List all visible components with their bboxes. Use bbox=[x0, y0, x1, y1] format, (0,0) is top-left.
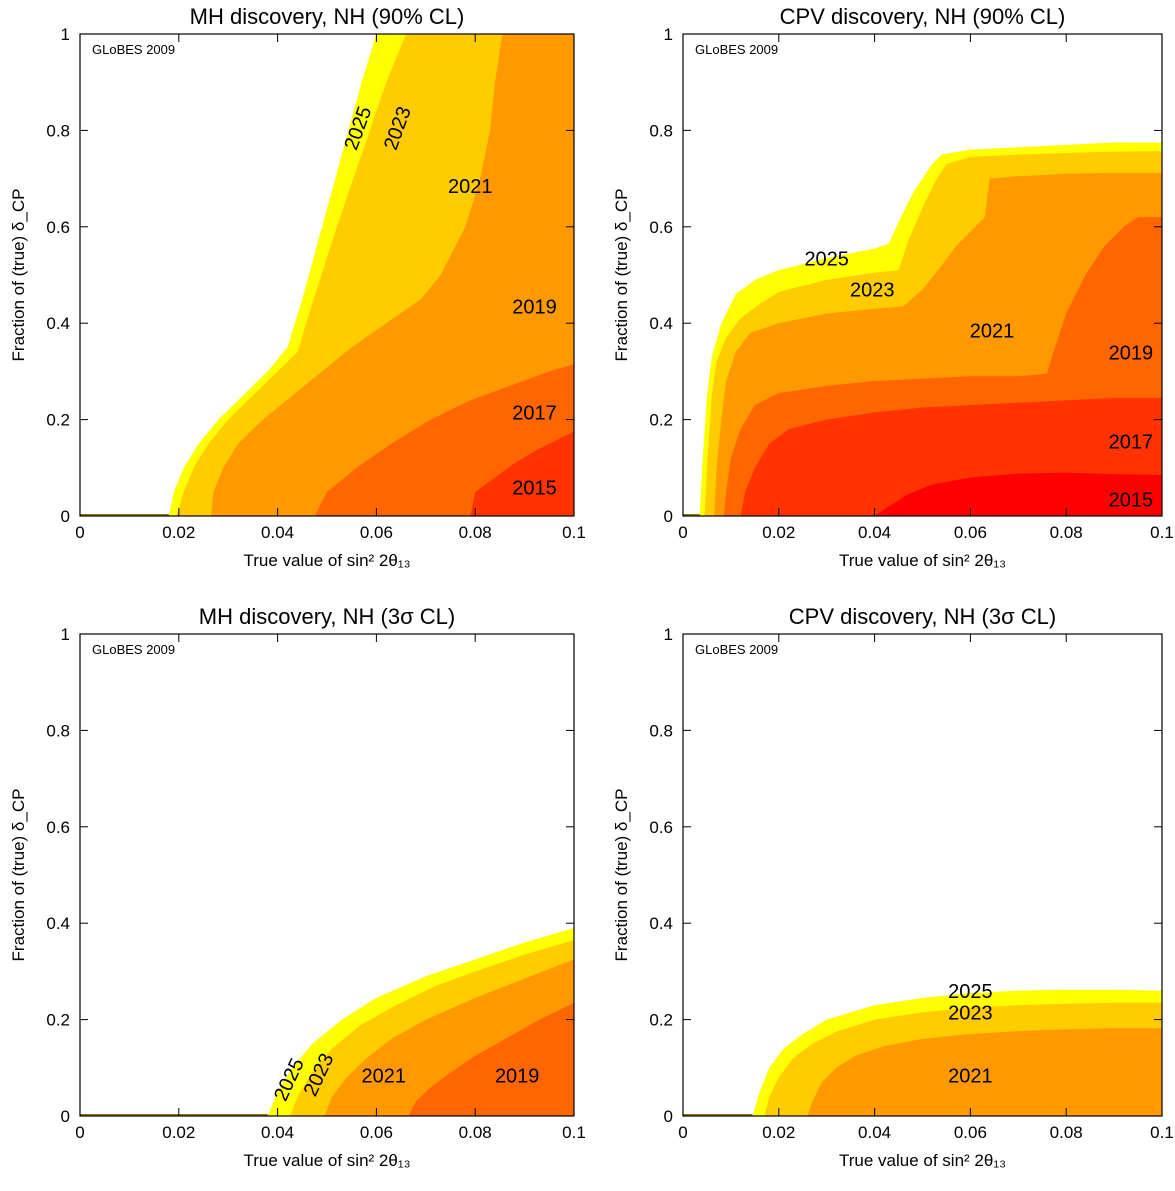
x-tick-label: 0.02 bbox=[162, 523, 195, 542]
plot-frame bbox=[79, 33, 575, 517]
x-tick-label: 0.02 bbox=[762, 1123, 795, 1142]
chart-title: CPV discovery, NH (3σ CL) bbox=[789, 604, 1056, 629]
x-tick-label: 0.04 bbox=[858, 523, 891, 542]
contour-label-2017: 2017 bbox=[512, 403, 557, 425]
contour-label-2019: 2019 bbox=[1109, 342, 1154, 364]
x-axis-label: True value of sin² 2θ₁₃ bbox=[244, 1151, 411, 1170]
x-tick-label: 0.1 bbox=[562, 523, 586, 542]
watermark-label: GLoBES 2009 bbox=[695, 42, 778, 57]
x-tick-label: 0.04 bbox=[261, 523, 294, 542]
chart-svg-cpv-90: CPV discovery, NH (90% CL) 0 0.02 0.04 0.06 0… bbox=[612, 4, 1174, 570]
y-tick-label: 0.4 bbox=[46, 314, 70, 333]
watermark-label: GLoBES 2009 bbox=[92, 42, 175, 57]
y-tick-label: 0.2 bbox=[46, 411, 70, 430]
y-tick-label: 0.2 bbox=[46, 1011, 70, 1030]
y-tick-label: 0.4 bbox=[649, 914, 673, 933]
chart-title: MH discovery, NH (90% CL) bbox=[190, 4, 465, 29]
x-tick-label: 0 bbox=[678, 523, 687, 542]
x-tick-label: 0 bbox=[678, 1123, 687, 1142]
plot-frame bbox=[682, 33, 1163, 517]
contour-label-2021: 2021 bbox=[448, 176, 493, 198]
y-tick-label: 0.8 bbox=[46, 121, 70, 140]
contour-label-2019: 2019 bbox=[512, 297, 557, 319]
x-tick-label: 0.08 bbox=[1050, 1123, 1083, 1142]
region-2015-core bbox=[494, 458, 574, 516]
contour-label-2015: 2015 bbox=[1109, 489, 1154, 511]
x-tick-label: 0.1 bbox=[1150, 1123, 1174, 1142]
contour-label-2015: 2015 bbox=[512, 477, 557, 499]
plot-frame bbox=[79, 633, 575, 1117]
contour-label-2023: 2023 bbox=[948, 1003, 993, 1025]
y-tick-label: 0.8 bbox=[649, 721, 673, 740]
plot-frame bbox=[682, 633, 1163, 1117]
chart-panel-cpv-90: CPV discovery, NH (90% CL) 0 0.02 0.04 0.06 0… bbox=[603, 0, 1175, 591]
contour-label-2021: 2021 bbox=[362, 1065, 407, 1087]
y-tick-label: 0.8 bbox=[649, 121, 673, 140]
x-tick-label: 0.08 bbox=[459, 523, 492, 542]
y-tick-label: 1 bbox=[61, 25, 70, 44]
chart-svg-mh-3sigma: MH discovery, NH (3σ CL) 0 0.02 0.04 0.06 0.0… bbox=[9, 604, 586, 1170]
region-2015 bbox=[874, 472, 1162, 516]
x-tick-label: 0.04 bbox=[858, 1123, 891, 1142]
contour-label-2021: 2021 bbox=[948, 1065, 993, 1087]
x-tick-label: 0.06 bbox=[954, 523, 987, 542]
y-tick-label: 1 bbox=[61, 625, 70, 644]
chart-title: MH discovery, NH (3σ CL) bbox=[199, 604, 455, 629]
y-axis-label: Fraction of (true) δ_CP bbox=[612, 789, 631, 962]
y-tick-label: 0.6 bbox=[46, 818, 70, 837]
x-axis-label: True value of sin² 2θ₁₃ bbox=[244, 551, 411, 570]
region-2019 bbox=[408, 1002, 574, 1116]
x-tick-label: 0.02 bbox=[762, 523, 795, 542]
contour-label-2017: 2017 bbox=[1109, 432, 1154, 454]
y-tick-label: 1 bbox=[664, 25, 673, 44]
y-tick-label: 0.6 bbox=[649, 818, 673, 837]
x-tick-label: 0.08 bbox=[459, 1123, 492, 1142]
x-tick-label: 0.06 bbox=[360, 523, 393, 542]
chart-title: CPV discovery, NH (90% CL) bbox=[780, 4, 1066, 29]
y-tick-label: 0.6 bbox=[649, 218, 673, 237]
x-tick-label: 0.1 bbox=[1150, 523, 1174, 542]
y-axis-label: Fraction of (true) δ_CP bbox=[612, 189, 631, 362]
y-tick-label: 1 bbox=[664, 625, 673, 644]
y-tick-label: 0 bbox=[61, 1107, 70, 1126]
y-tick-label: 0.4 bbox=[649, 314, 673, 333]
x-tick-label: 0.06 bbox=[360, 1123, 393, 1142]
region-2021 bbox=[807, 1028, 1162, 1116]
y-tick-label: 0 bbox=[664, 507, 673, 526]
y-tick-label: 0.8 bbox=[46, 721, 70, 740]
y-axis-label: Fraction of (true) δ_CP bbox=[9, 789, 28, 962]
y-tick-label: 0 bbox=[664, 1107, 673, 1126]
watermark-label: GLoBES 2009 bbox=[92, 642, 175, 657]
contour-label-2023: 2023 bbox=[850, 280, 895, 302]
contour-label-2021: 2021 bbox=[970, 321, 1015, 343]
region-2021 bbox=[210, 34, 574, 516]
x-tick-label: 0.1 bbox=[562, 1123, 586, 1142]
y-axis-label: Fraction of (true) δ_CP bbox=[9, 189, 28, 362]
chart-panel-mh-90: MH discovery, NH (90% CL) 0 0.02 0.04 0.06 0.… bbox=[0, 0, 587, 591]
y-tick-label: 0.4 bbox=[46, 914, 70, 933]
x-tick-label: 0.08 bbox=[1050, 523, 1083, 542]
x-tick-label: 0.04 bbox=[261, 1123, 294, 1142]
chart-svg-mh-90: MH discovery, NH (90% CL) 0 0.02 0.04 0.06 0.… bbox=[9, 4, 586, 570]
y-tick-label: 0.2 bbox=[649, 411, 673, 430]
y-tick-label: 0.6 bbox=[46, 218, 70, 237]
contour-label-2019: 2019 bbox=[495, 1065, 540, 1087]
x-axis-label: True value of sin² 2θ₁₃ bbox=[839, 1151, 1006, 1170]
chart-svg-cpv-3sigma: CPV discovery, NH (3σ CL) 0 0.02 0.04 0.06 0.… bbox=[612, 604, 1174, 1170]
x-tick-label: 0 bbox=[75, 523, 84, 542]
contour-label-2025: 2025 bbox=[948, 981, 993, 1003]
y-tick-label: 0.2 bbox=[649, 1011, 673, 1030]
chart-panel-mh-3sigma: MH discovery, NH (3σ CL) 0 0.02 0.04 0.06 0.0… bbox=[0, 600, 587, 1191]
x-axis-label: True value of sin² 2θ₁₃ bbox=[839, 551, 1006, 570]
y-tick-label: 0 bbox=[61, 507, 70, 526]
contour-label-2025: 2025 bbox=[804, 248, 849, 270]
x-tick-label: 0.02 bbox=[162, 1123, 195, 1142]
watermark-label: GLoBES 2009 bbox=[695, 642, 778, 657]
x-tick-label: 0.06 bbox=[954, 1123, 987, 1142]
x-tick-label: 0 bbox=[75, 1123, 84, 1142]
chart-panel-cpv-3sigma: CPV discovery, NH (3σ CL) 0 0.02 0.04 0.06 0.… bbox=[603, 600, 1175, 1191]
